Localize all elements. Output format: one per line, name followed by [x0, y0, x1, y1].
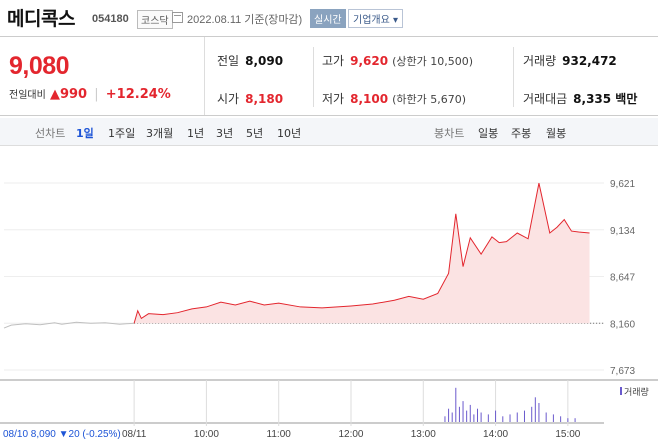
divider [513, 47, 514, 107]
x-tick-label: 14:00 [483, 429, 508, 440]
stat-sub: (상한가 10,500) [392, 55, 473, 68]
stat-label: 시가 [217, 92, 240, 106]
tab-daily[interactable]: 일봉 [478, 127, 499, 140]
y-tick-label: 8,647 [610, 273, 635, 284]
stat-prev-close: 전일 8,090 [217, 52, 283, 69]
stat-label: 고가 [322, 54, 345, 68]
stat-label: 저가 [322, 92, 345, 106]
stat-low: 저가 8,100 (하한가 5,670) [322, 90, 466, 107]
stat-value: 8,090 [245, 54, 284, 68]
divider: | [94, 87, 99, 102]
candle-chart-label: 봉차트 [434, 127, 465, 140]
stat-amount: 거래대금 8,335 백만 [523, 90, 637, 107]
x-tick-label: 13:00 [411, 429, 436, 440]
x-tick-label: 11:00 [267, 429, 292, 440]
stat-value: 9,620 [350, 54, 389, 68]
stat-label: 전일 [217, 54, 240, 68]
chart-tabs: 선차트 1일 1주일 3개월 1년 3년 5년 10년 봉차트 일봉 주봉 월봉 [0, 118, 658, 146]
calendar-icon [172, 12, 183, 23]
price-chart: 9,621 9,134 8,647 8,160 7,673 08/11 10:00 11:00… [0, 146, 658, 445]
stat-label: 거래량 [523, 54, 557, 68]
price-line [133, 182, 590, 324]
change-label: 전일대비 [9, 90, 46, 101]
x-tick-label: 08/11 [122, 429, 147, 440]
y-tick-label: 9,621 [610, 179, 635, 190]
volume-legend-swatch [620, 387, 622, 395]
stat-value: 8,335 백만 [573, 92, 638, 106]
line-chart-label: 선차트 [35, 127, 66, 140]
divider [313, 47, 314, 107]
realtime-button[interactable]: 실시간 [310, 9, 346, 28]
y-tick-label: 9,134 [610, 226, 635, 237]
change-value: ▲990 [49, 87, 88, 102]
x-tick-label: 15:00 [555, 429, 580, 440]
stat-value: 8,180 [245, 92, 284, 106]
volume-legend-label: 거래량 [624, 386, 649, 397]
tab-weekly[interactable]: 주봉 [511, 127, 532, 140]
stock-header: 메디콕스 054180 코스닥 2022.08.11 기준(장마감) 실시간 기… [0, 0, 658, 36]
x-tick-label: 12:00 [338, 429, 363, 440]
tab-monthly[interactable]: 월봉 [546, 127, 567, 140]
stat-value: 932,472 [562, 54, 617, 68]
tab-3m[interactable]: 3개월 [146, 127, 174, 140]
stat-high: 고가 9,620 (상한가 10,500) [322, 52, 473, 69]
stock-code: 054180 [92, 13, 129, 25]
tab-5y[interactable]: 5년 [246, 127, 264, 140]
price-area [134, 183, 590, 324]
x-tick-label: 10:00 [194, 429, 219, 440]
change-percent: +12.24% [105, 87, 171, 102]
quote-date: 2022.08.11 기준(장마감) [187, 14, 303, 26]
stat-value: 8,100 [350, 92, 389, 106]
y-tick-label: 7,673 [610, 366, 635, 377]
stat-volume: 거래량 932,472 [523, 52, 617, 69]
stock-name: 메디콕스 [7, 8, 75, 30]
tab-1y[interactable]: 1년 [187, 127, 205, 140]
y-tick-label: 8,160 [610, 319, 635, 330]
stat-label: 거래대금 [523, 92, 568, 106]
price-chart-svg: 9,621 9,134 8,647 8,160 7,673 08/11 10:00 11:00… [0, 179, 658, 440]
current-price: 9,080 [9, 52, 70, 80]
tab-3y[interactable]: 3년 [216, 127, 234, 140]
company-info-button[interactable]: 기업개요 ▾ [348, 9, 403, 28]
prev-close-footer: 08/10 8,090 ▼20 (-0.25%) [3, 429, 121, 440]
tab-1w[interactable]: 1주일 [108, 127, 136, 140]
change-row: 전일대비 ▲990 | +12.24% [9, 86, 171, 102]
tab-1d[interactable]: 1일 [76, 127, 94, 140]
prev-day-line [3, 321, 135, 329]
price-panel: 9,080 전일대비 ▲990 | +12.24% [0, 37, 205, 115]
stat-open: 시가 8,180 [217, 90, 283, 107]
tab-10y[interactable]: 10년 [277, 127, 302, 140]
quote-box: 9,080 전일대비 ▲990 | +12.24% 전일 8,090 시가 8,18… [0, 36, 658, 116]
market-badge: 코스닥 [137, 10, 173, 29]
stat-sub: (하한가 5,670) [392, 93, 466, 106]
